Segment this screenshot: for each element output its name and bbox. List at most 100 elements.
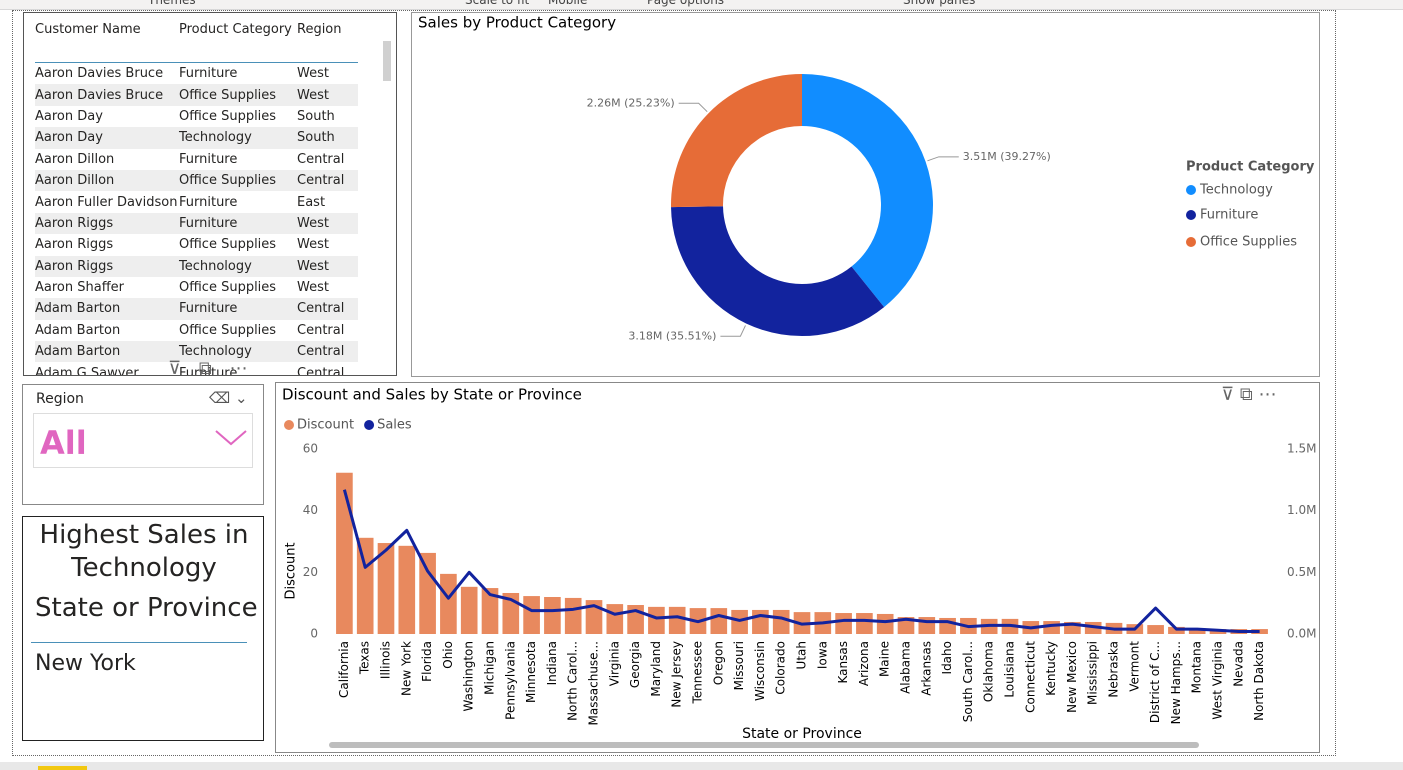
- x-tick-label: Indiana: [545, 641, 559, 685]
- x-tick-label: Alabama: [899, 641, 913, 694]
- y-tick-label: 40: [303, 503, 318, 517]
- table-cell: Office Supplies: [179, 237, 277, 253]
- table-cell: South: [297, 130, 335, 146]
- legend-marker: [1186, 237, 1196, 247]
- bar: [1188, 628, 1206, 634]
- y-tick-label: 20: [303, 565, 318, 579]
- table-cell: West: [297, 237, 329, 253]
- slicer-icons[interactable]: ⌫ ⌄: [209, 389, 248, 407]
- toolbar-label: Themes: [148, 0, 196, 7]
- card-value: New York: [35, 651, 136, 676]
- header-row: Customer Name Product Category Region: [35, 18, 358, 63]
- chart-title: Sales by Product Category: [418, 14, 616, 32]
- bar: [440, 573, 457, 634]
- x-tick-label: Illinois: [379, 641, 393, 679]
- line: [342, 489, 1260, 634]
- table-row: Adam Barton Office Supplies Central: [35, 320, 358, 341]
- table-cell: South: [297, 108, 335, 124]
- y2-tick-label: 1.5M: [1287, 442, 1316, 456]
- bar: [648, 606, 665, 634]
- bar: [1147, 625, 1164, 634]
- y-axis-title: Discount: [284, 542, 299, 599]
- bar: [772, 609, 790, 634]
- toolbar-label: Show panes: [903, 0, 976, 7]
- x-tick-label: Minnesota: [524, 641, 538, 703]
- table-cell: Office Supplies: [179, 173, 277, 189]
- table-cell: Central: [297, 344, 345, 360]
- bar: [523, 596, 540, 634]
- table-cell: Aaron Dillon: [35, 173, 115, 189]
- bar: [710, 608, 728, 634]
- table-cell: Central: [297, 151, 345, 167]
- legend-marker: [364, 420, 375, 430]
- table-row: Aaron Riggs Furniture West: [35, 212, 358, 235]
- table-cell: Furniture: [179, 215, 238, 231]
- toolbar-label: Page options: [647, 0, 725, 7]
- table-cell: West: [297, 258, 329, 274]
- bar: [377, 543, 395, 634]
- x-tick-label: Idaho: [940, 641, 954, 674]
- table-cell: Furniture: [179, 151, 238, 167]
- visual-header-icons[interactable]: ⊽ ⧉ ⋯: [1221, 384, 1276, 405]
- x-tick-label: Vermont: [1127, 641, 1141, 692]
- table-row: Aaron Davies Bruce Furniture West: [35, 63, 358, 85]
- table-cell: Furniture: [179, 301, 238, 317]
- bar: [544, 597, 561, 634]
- toolbar-label: Mobile: [548, 0, 588, 7]
- x-tick-label: Mississippi: [1086, 641, 1100, 705]
- table-cell: Central: [297, 173, 345, 189]
- x-tick-label: Louisiana: [1003, 641, 1017, 698]
- bar: [460, 586, 478, 634]
- x-tick-label: Ohio: [441, 641, 455, 669]
- x-tick-label: Texas: [358, 641, 372, 675]
- bar: [419, 552, 436, 634]
- card-label: State or Province: [35, 593, 258, 623]
- bar: [606, 604, 624, 634]
- table-cell: Aaron Davies Bruce: [35, 87, 164, 103]
- table-cell: Technology: [179, 258, 252, 274]
- table-cell: West: [297, 66, 329, 82]
- bar: [835, 613, 852, 634]
- bar: [876, 613, 894, 634]
- x-tick-label: Maine: [878, 641, 892, 677]
- table-cell: Adam Barton: [35, 322, 121, 338]
- table-cell: Central: [297, 301, 345, 317]
- x-tick-label: New Mexico: [1065, 641, 1079, 713]
- table-cell: Central: [297, 365, 345, 376]
- legend-label: Sales: [377, 418, 412, 433]
- table-cell: East: [297, 194, 326, 210]
- y2-tick-label: 1.0M: [1287, 503, 1316, 517]
- legend-marker: [1186, 210, 1196, 220]
- toolbar-label: Scale to fit: [465, 0, 530, 7]
- table-row: Aaron Day Office Supplies South: [35, 106, 358, 127]
- page-tabs: [0, 762, 1403, 770]
- table-row: Aaron Riggs Technology West: [35, 255, 358, 277]
- slicer-title: Region: [36, 391, 84, 407]
- table-cell: Office Supplies: [179, 280, 277, 296]
- x-tick-label: Nevada: [1231, 641, 1245, 687]
- legend-label: Discount: [297, 418, 354, 433]
- x-tick-label: West Virginia: [1211, 641, 1225, 720]
- combo-chart: Discount and Sales by State or Province 0…: [282, 384, 1316, 748]
- slicer-dropdown[interactable]: All: [33, 413, 253, 468]
- x-tick-label: North Dakota: [1252, 641, 1266, 721]
- x-tick-label: South Carol...: [961, 641, 975, 722]
- table-cell: Aaron Day: [35, 108, 103, 124]
- visual-header-icons[interactable]: ⊽ ⧉ ⋯: [168, 358, 254, 379]
- table-cell: Aaron Dillon: [35, 151, 115, 167]
- donut-slice: [802, 74, 933, 308]
- chart-title: Discount and Sales by State or Province: [282, 386, 582, 404]
- table-cell: Adam Barton: [35, 344, 121, 360]
- table-row: Aaron Fuller Davidson Furniture East: [35, 191, 358, 212]
- x-tick-label: Missouri: [732, 641, 746, 690]
- y2-tick-label: 0.5M: [1287, 565, 1316, 579]
- toolbar: Themes Scale to fit Mobile Page options Show…: [0, 0, 1403, 10]
- bar: [752, 609, 769, 634]
- bar: [398, 545, 416, 634]
- x-tick-label: New Hamps...: [1169, 641, 1183, 724]
- leader-line: [927, 156, 959, 162]
- x-tick-label: Oklahoma: [982, 641, 996, 702]
- donut-visual: Sales by Product Category 3.51M (39.27%) 3…: [411, 12, 1320, 377]
- combo-visual: Discount and Sales by State or Province 0…: [275, 382, 1320, 753]
